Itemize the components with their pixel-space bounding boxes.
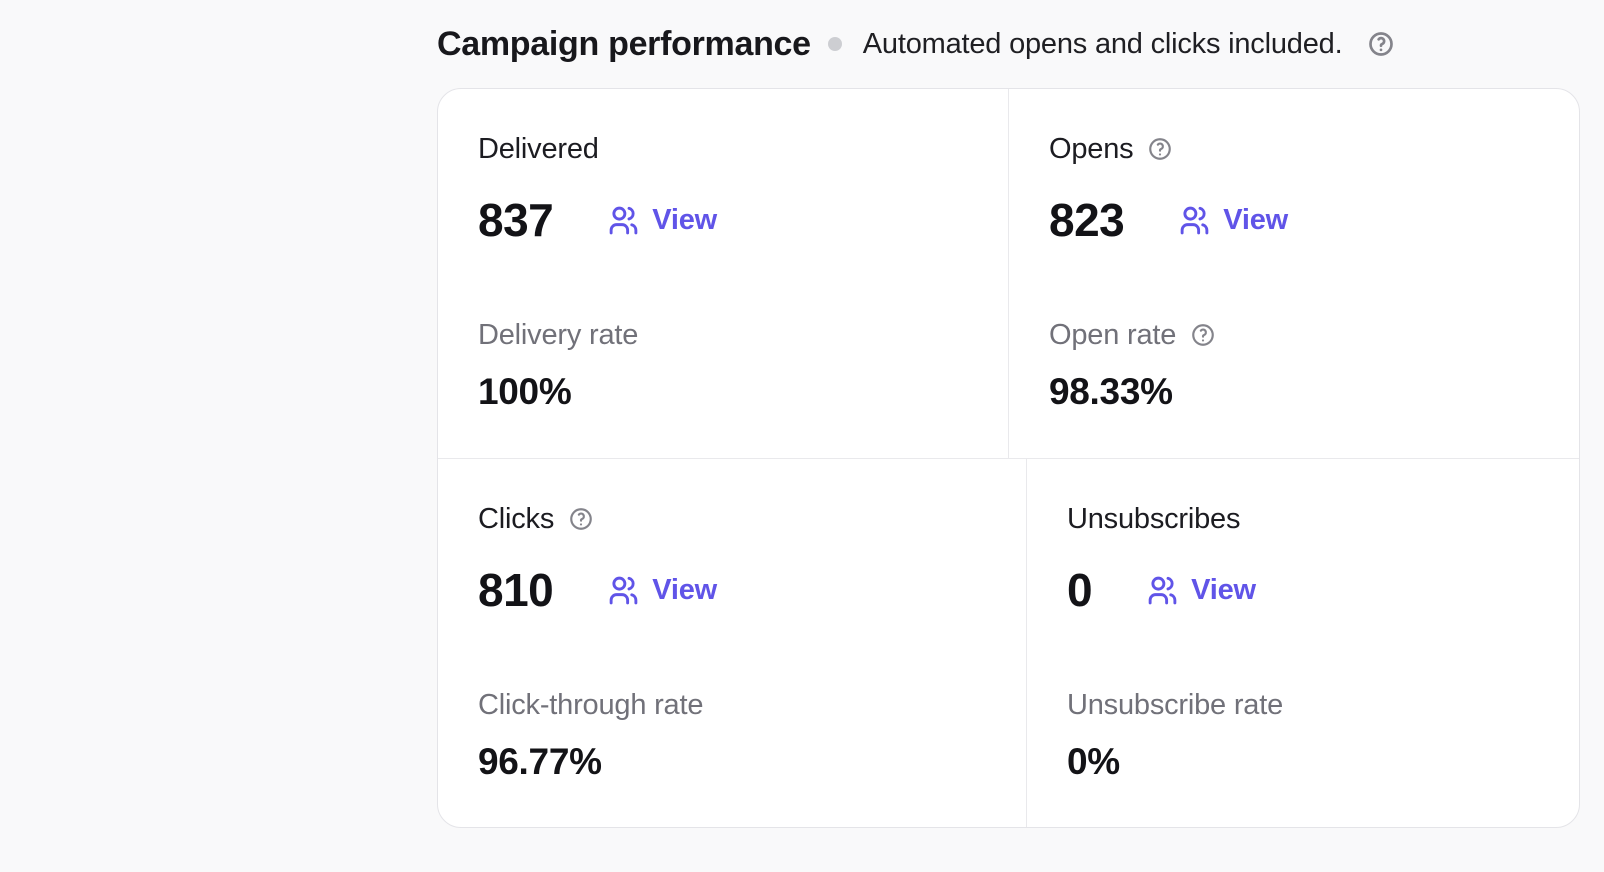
help-circle-icon[interactable]	[1367, 30, 1395, 58]
view-link-label: View	[1191, 573, 1256, 606]
users-icon	[1181, 206, 1208, 234]
view-link-delivered[interactable]: View	[607, 204, 717, 237]
metric-label: Unsubscribes	[1067, 503, 1241, 535]
view-link-unsubscribes[interactable]: View	[1146, 574, 1256, 607]
section-header: Campaign performance Automated opens and…	[437, 0, 1580, 88]
help-circle-icon[interactable]	[1147, 136, 1173, 162]
users-icon	[1149, 576, 1176, 604]
view-link-opens[interactable]: View	[1178, 204, 1288, 237]
rate-label: Click-through rate	[478, 689, 704, 721]
view-link-label: View	[652, 573, 718, 606]
metric-value: 837	[478, 194, 554, 246]
help-circle-icon[interactable]	[1190, 322, 1216, 348]
users-icon	[610, 576, 637, 604]
help-circle-icon[interactable]	[568, 506, 594, 532]
rate-value: 100%	[478, 371, 572, 412]
header-subtitle: Automated opens and clicks included.	[862, 27, 1343, 60]
report-content: Campaign performance Automated opens and…	[437, 0, 1580, 828]
rate-value: 98.33%	[1049, 371, 1173, 412]
view-link-label: View	[652, 203, 718, 236]
campaign-performance-panel: Delivered 837 View Delivery rate 100%	[437, 88, 1580, 828]
metrics-row-top: Delivered 837 View Delivery rate 100%	[438, 89, 1579, 459]
metric-card-delivered: Delivered 837 View Delivery rate 100%	[438, 89, 1009, 458]
view-link-clicks[interactable]: View	[607, 574, 717, 607]
dot-separator-icon	[827, 37, 842, 51]
metric-value: 0	[1067, 564, 1093, 616]
metric-card-unsubscribes: Unsubscribes 0 View Unsubscribe rate 0%	[1027, 459, 1579, 827]
metric-label: Opens	[1049, 133, 1134, 165]
rate-label: Delivery rate	[478, 319, 639, 351]
metrics-row-bottom: Clicks 810 View Click-through rate	[438, 459, 1579, 827]
rate-value: 0%	[1067, 741, 1120, 782]
metric-value: 823	[1049, 194, 1125, 246]
rate-value: 96.77%	[478, 741, 602, 782]
rate-label: Unsubscribe rate	[1067, 689, 1284, 721]
metric-value: 810	[478, 564, 554, 616]
metric-label: Delivered	[478, 133, 599, 165]
metric-card-clicks: Clicks 810 View Click-through rate	[438, 459, 1027, 827]
metric-card-opens: Opens 823 View Open rate	[1009, 89, 1579, 458]
view-link-label: View	[1223, 203, 1289, 236]
users-icon	[610, 206, 637, 234]
metric-label: Clicks	[478, 503, 555, 535]
page-title: Campaign performance	[437, 24, 811, 63]
rate-label: Open rate	[1049, 319, 1177, 351]
